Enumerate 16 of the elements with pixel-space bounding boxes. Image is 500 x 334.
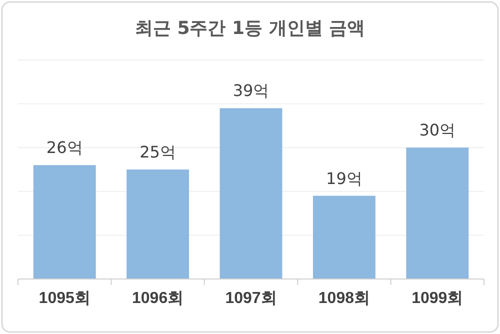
bar (406, 148, 469, 279)
bar (126, 170, 190, 279)
x-tick-label: 1097회 (225, 290, 277, 307)
x-tick-label: 1098회 (318, 290, 370, 307)
bar (312, 196, 376, 279)
data-label: 19억 (326, 168, 362, 188)
bar (220, 108, 282, 279)
data-label: 26억 (46, 138, 83, 158)
x-tick-label: 1096회 (132, 290, 184, 307)
data-label: 25억 (140, 142, 176, 162)
chart-title: 최근 5주간 1등 개인별 금액 (134, 18, 366, 39)
data-label: 39억 (232, 81, 270, 100)
x-tick-label: 1095회 (38, 290, 90, 307)
x-tick-label: 1099회 (412, 290, 464, 307)
bar (33, 165, 96, 279)
data-label: 30억 (419, 120, 456, 140)
